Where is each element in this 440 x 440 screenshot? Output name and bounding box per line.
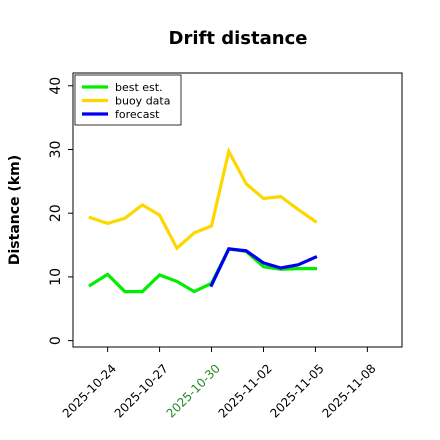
series-layer (88, 146, 318, 294)
x-tick-label: 2025-10-27 (112, 361, 171, 420)
y-tick-label: 0 (48, 336, 64, 345)
legend-label: forecast (115, 108, 160, 121)
series-line-forecast (209, 247, 318, 288)
x-tick-label: 2025-10-24 (60, 361, 119, 420)
x-tick-label: 2025-11-08 (319, 361, 378, 420)
x-tick-label: 2025-11-05 (268, 361, 327, 420)
chart-title: Drift distance (169, 28, 308, 49)
y-tick-label: 30 (48, 141, 64, 159)
x-axis: 2025-10-242025-10-272025-10-302025-11-02… (60, 347, 379, 421)
y-tick-label: 10 (48, 268, 64, 286)
y-tick-label: 20 (48, 204, 64, 222)
legend-label: buoy data (115, 95, 170, 108)
y-tick-label: 40 (48, 77, 64, 95)
y-axis-label: Distance (km) (7, 155, 23, 265)
series-line-best-est- (88, 247, 317, 294)
series-line-buoy-data (88, 146, 318, 251)
y-axis: 0 10 20 30 40 (48, 77, 73, 345)
x-tick-label: 2025-10-30 (164, 361, 223, 420)
x-tick-label: 2025-11-02 (216, 361, 275, 420)
plot-area (72, 72, 403, 348)
legend-label: best est. (115, 81, 163, 94)
